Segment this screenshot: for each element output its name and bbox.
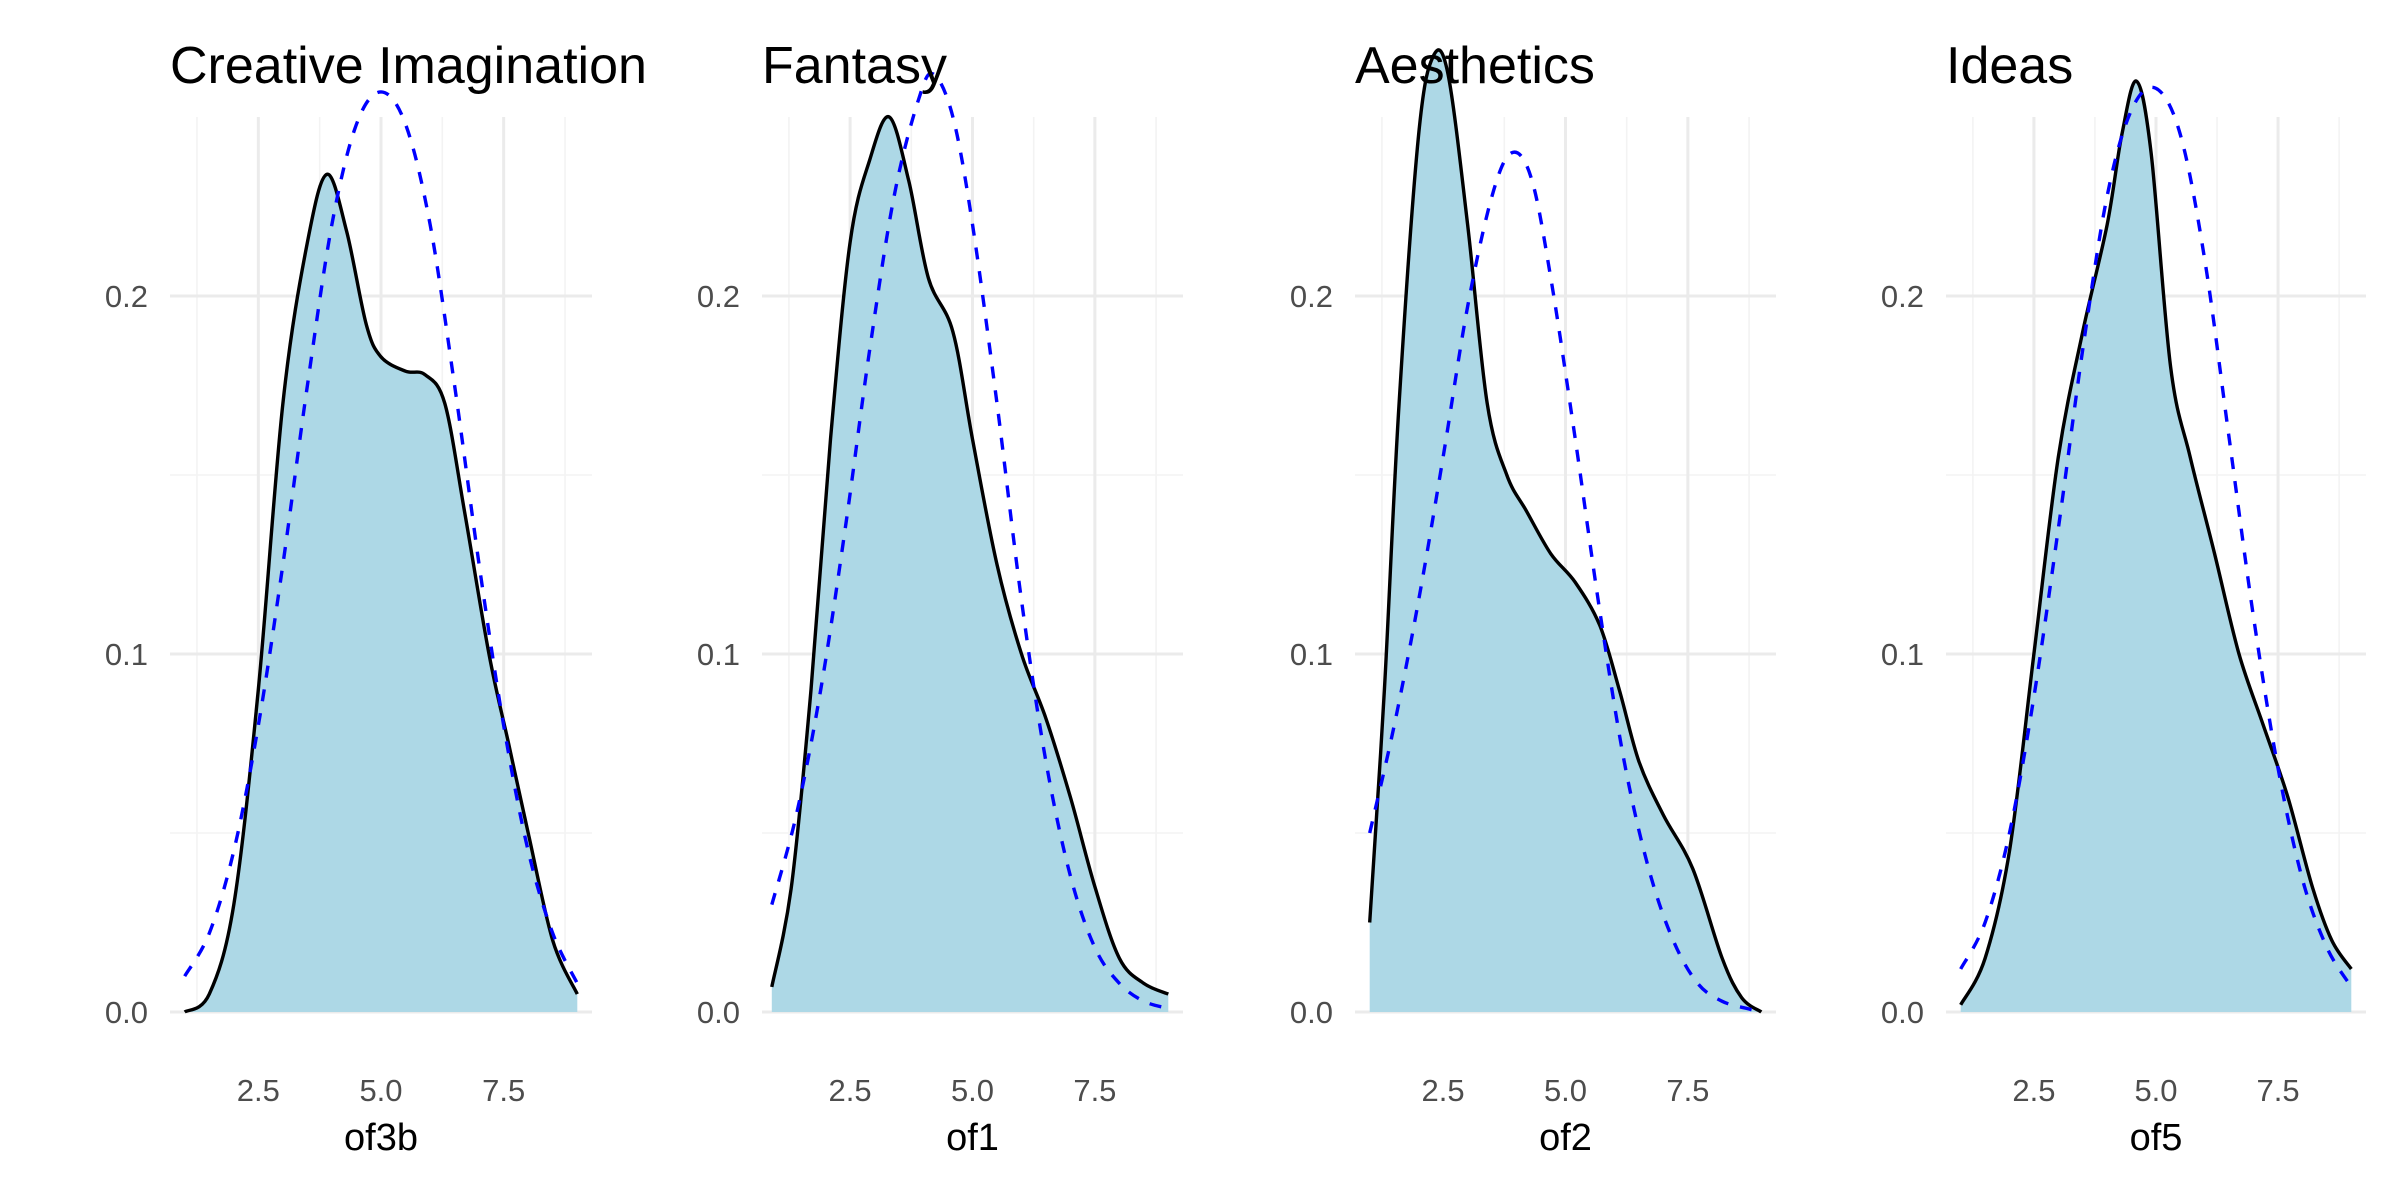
y-tick-label: 0.1 [697,637,740,672]
normal-density-line [1368,150,1762,1014]
density-fill-area [1369,49,1762,1012]
normal-density-line [1959,85,2353,988]
empirical-density-line [1368,48,1763,1014]
y-tick-label: 0.0 [1881,995,1924,1030]
y-tick-label: 0.0 [105,995,148,1030]
x-axis-title: of3b [344,1117,418,1159]
x-tick-label: 5.0 [2134,1073,2177,1108]
panel-title: Fantasy [762,37,947,95]
x-axis-title: of5 [2130,1117,2183,1159]
x-tick-label: 5.0 [359,1073,402,1108]
empirical-density-line [1959,79,2353,1006]
x-tick-label: 5.0 [1544,1073,1587,1108]
x-tick-label: 7.5 [1666,1073,1709,1108]
normal-density-line [183,90,579,985]
panel-title: Ideas [1946,37,2073,95]
y-tick-label: 0.2 [1290,279,1333,314]
facet-panel: 0.0 0.1 0.2 2.5 5.0 7.5 of1 Fantasy [697,37,1183,1159]
x-tick-label: 7.5 [2257,1073,2300,1108]
y-tick-label: 0.1 [1881,637,1924,672]
x-tick-label: 2.5 [2012,1073,2055,1108]
panel-title: Aesthetics [1355,37,1595,95]
facet-panel: 0.0 0.1 0.2 2.5 5.0 7.5 of5 Ideas [1881,37,2366,1159]
facet-panel: 0.0 0.1 0.2 2.5 5.0 7.5 of2 Aesthetics [1290,37,1776,1159]
x-tick-label: 2.5 [237,1073,280,1108]
y-tick-label: 0.1 [1290,637,1333,672]
normal-density-line [770,71,1169,1011]
x-tick-label: 2.5 [829,1073,872,1108]
panel-title: Creative Imagination [170,37,647,95]
empirical-density-line [183,172,579,1014]
x-tick-label: 7.5 [1073,1073,1116,1108]
y-tick-label: 0.0 [697,995,740,1030]
density-fill-area [771,116,1169,1013]
x-tick-label: 2.5 [1422,1073,1465,1108]
y-tick-label: 0.2 [697,279,740,314]
y-tick-label: 0.2 [105,279,148,314]
density-fill-area [184,174,578,1013]
x-axis-title: of1 [946,1117,999,1159]
x-axis-title: of2 [1539,1117,1592,1159]
empirical-density-line [770,115,1169,996]
x-tick-label: 5.0 [951,1073,994,1108]
density-fill-area [1960,81,2352,1012]
y-tick-label: 0.2 [1881,279,1924,314]
y-tick-label: 0.1 [105,637,148,672]
y-tick-label: 0.0 [1290,995,1333,1030]
facet-panel: 0.0 0.1 0.2 2.5 5.0 7.5 of3b Creative Imaginati… [105,37,647,1159]
x-tick-label: 7.5 [482,1073,525,1108]
